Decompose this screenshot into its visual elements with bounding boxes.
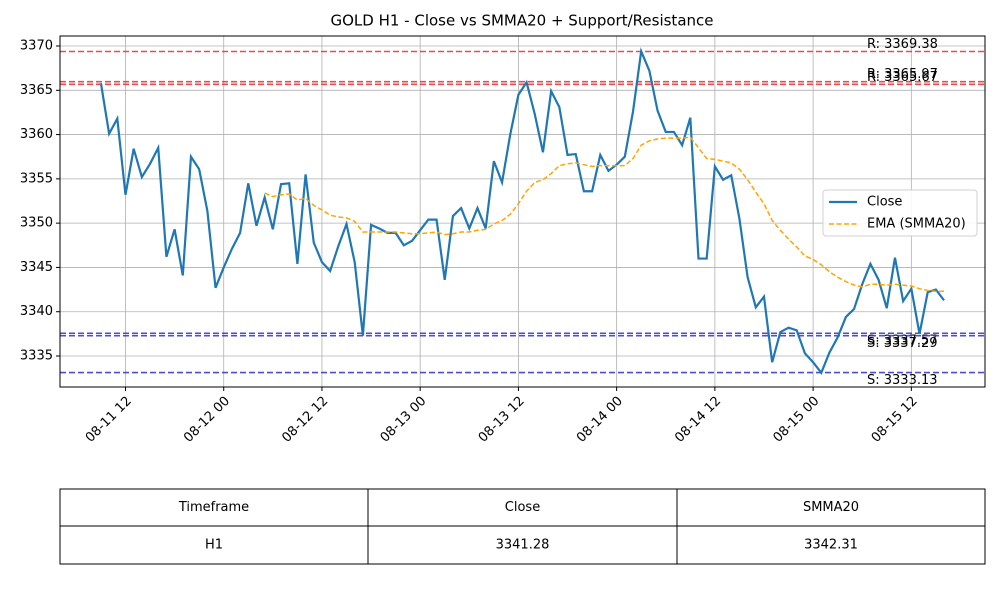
table-cell: 3342.31 (804, 538, 858, 553)
chart-title: GOLD H1 - Close vs SMMA20 + Support/Resi… (330, 12, 713, 30)
level-label: R: 3369.38 (867, 37, 938, 52)
y-tick-label: 3345 (20, 260, 53, 275)
y-tick-label: 3360 (20, 127, 53, 142)
x-tick-label: 08-13 12 (476, 394, 528, 446)
level-label: R: 3365.97 (867, 67, 938, 82)
level-label: R: 3365.67 (867, 70, 938, 85)
y-tick-label: 3365 (20, 83, 53, 98)
table-header: Close (505, 500, 540, 515)
table-header: SMMA20 (803, 500, 859, 515)
level-label: S: 3333.13 (867, 373, 938, 388)
table-header: Timeframe (178, 500, 249, 515)
series-line (99, 47, 945, 376)
level-label: S: 3337.57 (867, 334, 938, 349)
x-tick-label: 08-14 12 (672, 394, 724, 446)
x-tick-label: 08-14 00 (574, 394, 626, 446)
series-line (264, 136, 945, 293)
x-tick-label: 08-11 12 (83, 394, 135, 446)
legend-label: Close (867, 195, 902, 210)
legend-label: EMA (SMMA20) (867, 217, 966, 232)
y-tick-label: 3370 (20, 39, 53, 54)
level-label: S: 3337.29 (867, 336, 938, 351)
x-tick-label: 08-15 12 (869, 394, 921, 446)
table-cell: 3341.28 (496, 538, 550, 553)
y-tick-label: 3355 (20, 171, 53, 186)
plot-frame (59, 35, 986, 388)
y-tick-label: 3350 (20, 216, 53, 231)
x-tick-label: 08-15 00 (770, 394, 822, 446)
table-cell: H1 (205, 538, 223, 553)
x-tick-label: 08-12 12 (279, 394, 331, 446)
legend-box (822, 189, 978, 237)
y-tick-label: 3335 (20, 349, 53, 364)
x-tick-label: 08-12 00 (181, 394, 233, 446)
x-tick-label: 08-13 00 (378, 394, 430, 446)
y-tick-label: 3340 (20, 304, 53, 319)
